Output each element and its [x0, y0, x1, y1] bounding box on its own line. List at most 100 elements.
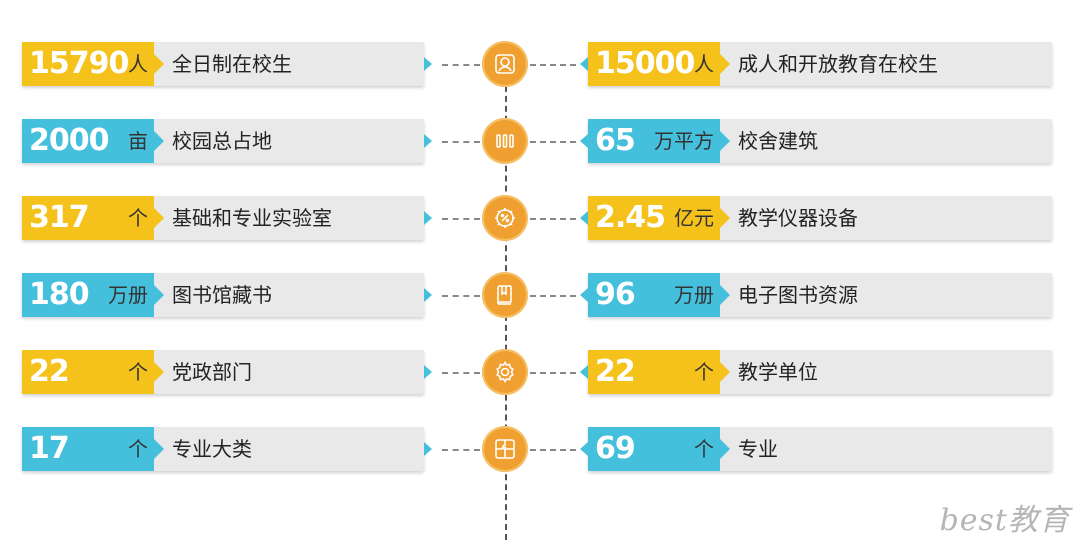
badge-pointer	[154, 285, 164, 305]
stat-unit: 万册	[674, 283, 714, 307]
stat-unit: 人	[694, 52, 714, 76]
connector-dash-left	[442, 449, 480, 451]
badge-pointer	[720, 439, 730, 459]
badge-pointer	[154, 54, 164, 74]
stat-card-right: 15000 人成人和开放教育在校生	[588, 42, 1052, 86]
stat-badge: 17 个	[22, 427, 154, 471]
badge-pointer	[720, 208, 730, 228]
stat-number: 180	[29, 277, 90, 312]
stat-card-left: 22 个党政部门	[22, 350, 424, 394]
hub-circle	[482, 272, 528, 318]
stat-number: 15790	[29, 46, 129, 81]
stat-badge: 96 万册	[588, 273, 720, 317]
stat-row: 317 个基础和专业实验室 2.45 亿元 教学仪器设备	[0, 195, 1080, 242]
connector-dash-right	[530, 218, 576, 220]
stat-number: 15000	[595, 46, 695, 81]
hub-circle	[482, 41, 528, 87]
connector-dash-right	[530, 295, 576, 297]
stat-badge: 317 个	[22, 196, 154, 240]
connector-dash-right	[530, 141, 576, 143]
connector-arrow-right	[424, 442, 432, 456]
stat-label: 专业大类	[172, 437, 252, 461]
stat-label: 教学单位	[738, 360, 818, 384]
connector-dash-left	[442, 295, 480, 297]
connector-dash-left	[442, 141, 480, 143]
hub-circle	[482, 118, 528, 164]
stat-number: 96	[595, 277, 636, 312]
connector-arrow-left	[580, 442, 588, 456]
stat-card-left: 317 个基础和专业实验室	[22, 196, 424, 240]
connector-dash-right	[530, 64, 576, 66]
stat-number: 65	[595, 123, 636, 158]
badge-pointer	[154, 439, 164, 459]
stat-label: 全日制在校生	[172, 52, 292, 76]
connector-dash-left	[442, 372, 480, 374]
stat-label: 专业	[738, 437, 778, 461]
stat-label: 党政部门	[172, 360, 252, 384]
stat-badge: 22 个	[588, 350, 720, 394]
stat-card-left: 180 万册 图书馆藏书	[22, 273, 424, 317]
stat-unit: 亿元	[674, 206, 714, 230]
connector-dash-left	[442, 64, 480, 66]
stat-unit: 个	[128, 360, 148, 384]
stat-unit: 个	[128, 206, 148, 230]
stat-unit: 亩	[128, 129, 148, 153]
stat-label: 电子图书资源	[738, 283, 858, 307]
stat-number: 22	[29, 354, 70, 389]
connector-dash-right	[530, 372, 576, 374]
badge-pointer	[720, 54, 730, 74]
connector-arrow-left	[580, 134, 588, 148]
stat-row: 15790 人全日制在校生 15000 人成人和开放教育在校生	[0, 41, 1080, 88]
stat-row: 2000 亩校园总占地 65 万平方 校舍建筑	[0, 118, 1080, 165]
stat-card-right: 65 万平方 校舍建筑	[588, 119, 1052, 163]
watermark: best教育	[939, 503, 1070, 538]
stat-badge: 22 个	[22, 350, 154, 394]
stat-unit: 个	[128, 437, 148, 461]
stat-card-right: 2.45 亿元 教学仪器设备	[588, 196, 1052, 240]
stat-number: 69	[595, 431, 636, 466]
connector-dash-right	[530, 449, 576, 451]
stat-badge: 2000 亩	[22, 119, 154, 163]
connector-arrow-left	[580, 288, 588, 302]
stat-card-right: 96 万册 电子图书资源	[588, 273, 1052, 317]
stat-number: 22	[595, 354, 636, 389]
stat-card-right: 22 个教学单位	[588, 350, 1052, 394]
stat-badge: 180 万册	[22, 273, 154, 317]
stat-row: 17 个专业大类 69 个专业	[0, 426, 1080, 473]
stat-unit: 个	[694, 360, 714, 384]
connector-arrow-right	[424, 288, 432, 302]
badge-pointer	[154, 362, 164, 382]
badge-pointer	[720, 362, 730, 382]
stat-label: 校园总占地	[172, 129, 272, 153]
stat-row: 180 万册 图书馆藏书 96 万册 电子图书资源	[0, 272, 1080, 319]
badge-pointer	[154, 131, 164, 151]
connector-arrow-right	[424, 365, 432, 379]
stat-badge: 2.45 亿元	[588, 196, 720, 240]
stat-label: 校舍建筑	[738, 129, 818, 153]
stat-badge: 65 万平方	[588, 119, 720, 163]
stat-number: 317	[29, 200, 90, 235]
badge-pointer	[154, 208, 164, 228]
connector-dash-left	[442, 218, 480, 220]
stat-card-right: 69 个专业	[588, 427, 1052, 471]
stat-label: 教学仪器设备	[738, 206, 858, 230]
stat-badge: 15000 人	[588, 42, 720, 86]
stat-card-left: 2000 亩校园总占地	[22, 119, 424, 163]
connector-arrow-right	[424, 134, 432, 148]
badge-pointer	[720, 285, 730, 305]
stat-badge: 69 个	[588, 427, 720, 471]
stat-unit: 万册	[108, 283, 148, 307]
stat-badge: 15790 人	[22, 42, 154, 86]
stat-card-left: 17 个专业大类	[22, 427, 424, 471]
stat-label: 图书馆藏书	[172, 283, 272, 307]
hub-circle	[482, 349, 528, 395]
connector-arrow-left	[580, 57, 588, 71]
stat-unit: 个	[694, 437, 714, 461]
hub-circle	[482, 195, 528, 241]
connector-arrow-right	[424, 211, 432, 225]
connector-arrow-left	[580, 365, 588, 379]
stat-card-left: 15790 人全日制在校生	[22, 42, 424, 86]
connector-arrow-right	[424, 57, 432, 71]
stat-number: 2000	[29, 123, 109, 158]
stat-unit: 万平方	[654, 129, 714, 153]
